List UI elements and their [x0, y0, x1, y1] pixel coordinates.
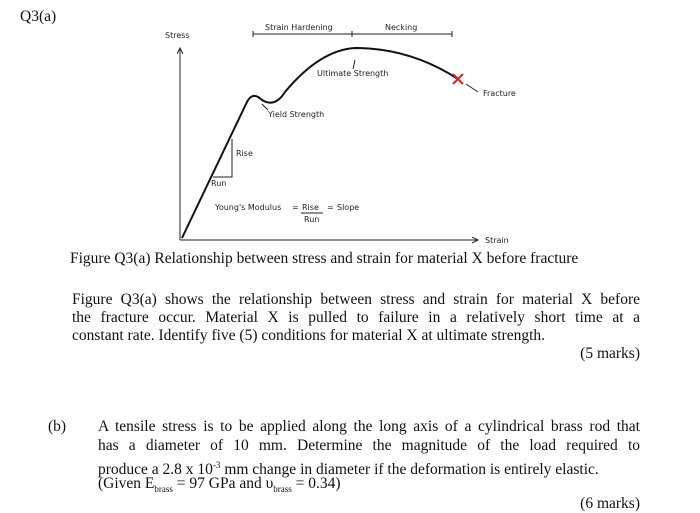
pointer — [465, 83, 479, 93]
text-line: produce a 2.8 x 10-3 mm change in diamet… — [98, 456, 599, 479]
pointer — [352, 59, 356, 70]
text: = 97 GPa and υ — [172, 475, 274, 492]
label: Yield Strength — [267, 110, 324, 119]
text: produce a 2.8 x 10 — [98, 461, 213, 479]
text-line: (Given Ebrass = 97 GPa and υbrass = 0.34… — [98, 475, 341, 498]
label: Run — [304, 215, 319, 224]
question-label: Q3(a) — [20, 8, 57, 25]
label: Necking — [385, 23, 417, 32]
label: Strain Hardening — [265, 23, 333, 32]
pointer — [261, 103, 269, 111]
text: (Given E — [98, 475, 155, 492]
stress-strain-diagram: Stress Strain Strain Hardening Necking U… — [165, 23, 516, 245]
label: Rise — [302, 203, 319, 212]
label: Young's Modulus — [214, 203, 281, 212]
fracture-mark — [452, 73, 464, 85]
curve — [181, 46, 459, 239]
superscript: -3 — [212, 460, 221, 470]
marks: (5 marks) — [580, 345, 640, 362]
text: = 0.34) — [291, 475, 341, 492]
slope-triangle — [213, 139, 233, 178]
label: = — [292, 203, 299, 212]
label: Stress — [165, 31, 190, 40]
text-line: constant rate. Identify five (5) conditi… — [72, 327, 546, 344]
range-bars — [252, 31, 453, 37]
marks: (6 marks) — [580, 495, 640, 512]
label: Fracture — [483, 89, 516, 98]
text: mm change in diameter if the deformation… — [220, 461, 599, 479]
figure-caption: Figure Q3(a) Relationship between stress… — [70, 250, 579, 267]
text-line: the fracture occur. Material X is pulled… — [72, 309, 640, 326]
text-line: has a diameter of 10 mm. Determine the m… — [98, 437, 640, 454]
text-line: Figure Q3(a) shows the relationship betw… — [72, 291, 640, 308]
label: = — [327, 203, 334, 212]
subscript: brass — [154, 484, 173, 495]
label: Rise — [236, 149, 253, 158]
text-line: A tensile stress is to be applied along … — [98, 418, 640, 435]
label: Run — [211, 179, 226, 188]
subscript: brass — [273, 484, 292, 495]
question-label: (b) — [48, 418, 67, 435]
label: Strain — [485, 236, 509, 245]
label: Slope — [337, 203, 359, 212]
label: Ultimate Strength — [317, 69, 388, 78]
